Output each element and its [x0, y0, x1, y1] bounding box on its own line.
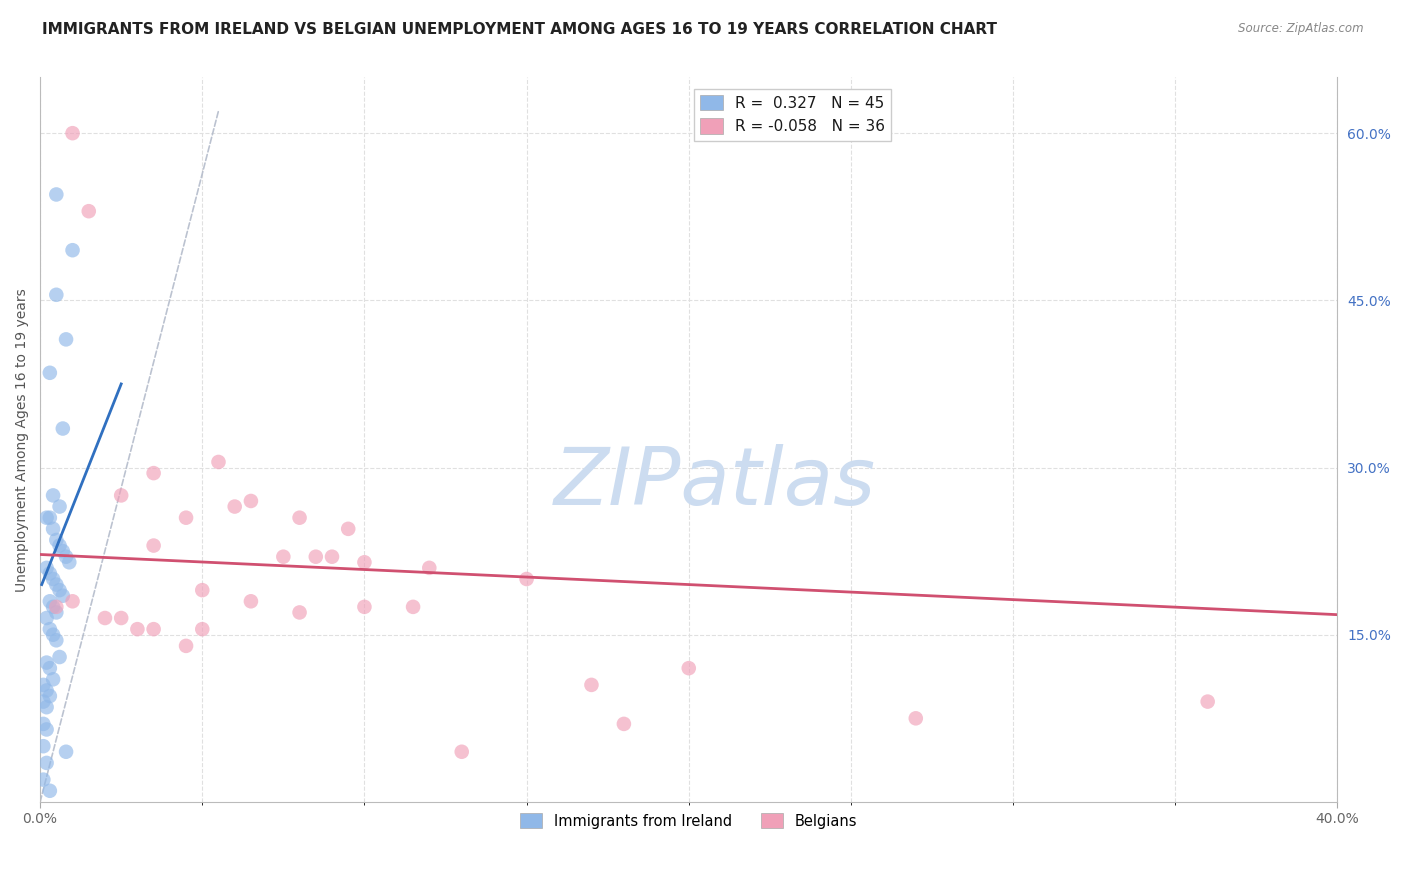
Point: [38, 622, 60, 636]
Point: [321, 549, 343, 564]
Point: [142, 622, 165, 636]
Point: [38, 784, 60, 798]
Point: [45, 599, 67, 614]
Point: [273, 549, 295, 564]
Point: [45, 287, 67, 301]
Point: [142, 466, 165, 480]
Point: [35, 656, 58, 670]
Point: [38, 366, 60, 380]
Point: [127, 622, 149, 636]
Point: [32, 678, 55, 692]
Text: ZIPatlas: ZIPatlas: [554, 444, 876, 522]
Point: [1197, 695, 1219, 709]
Point: [142, 539, 165, 553]
Point: [45, 187, 67, 202]
Point: [38, 566, 60, 581]
Point: [35, 723, 58, 737]
Point: [48, 539, 70, 553]
Point: [288, 606, 311, 620]
Point: [418, 561, 440, 575]
Point: [58, 555, 80, 569]
Point: [613, 717, 636, 731]
Point: [35, 683, 58, 698]
Point: [353, 599, 375, 614]
Point: [77, 204, 100, 219]
Point: [191, 583, 214, 598]
Point: [94, 611, 117, 625]
Point: [32, 772, 55, 787]
Point: [288, 510, 311, 524]
Point: [45, 606, 67, 620]
Point: [55, 332, 77, 346]
Point: [35, 510, 58, 524]
Point: [52, 421, 75, 435]
Point: [55, 549, 77, 564]
Point: [42, 599, 65, 614]
Point: [581, 678, 603, 692]
Point: [207, 455, 229, 469]
Point: [32, 717, 55, 731]
Point: [42, 628, 65, 642]
Point: [62, 594, 84, 608]
Point: [450, 745, 472, 759]
Y-axis label: Unemployment Among Ages 16 to 19 years: Unemployment Among Ages 16 to 19 years: [15, 288, 30, 591]
Point: [38, 510, 60, 524]
Point: [48, 650, 70, 665]
Text: Source: ZipAtlas.com: Source: ZipAtlas.com: [1239, 22, 1364, 36]
Point: [42, 522, 65, 536]
Point: [38, 661, 60, 675]
Point: [38, 594, 60, 608]
Point: [42, 673, 65, 687]
Point: [35, 756, 58, 770]
Point: [32, 695, 55, 709]
Point: [353, 555, 375, 569]
Point: [55, 745, 77, 759]
Point: [62, 126, 84, 140]
Point: [35, 561, 58, 575]
Point: [337, 522, 360, 536]
Point: [38, 689, 60, 703]
Point: [52, 589, 75, 603]
Point: [45, 533, 67, 547]
Point: [516, 572, 538, 586]
Point: [32, 739, 55, 754]
Point: [174, 639, 197, 653]
Point: [45, 577, 67, 591]
Point: [45, 633, 67, 648]
Text: IMMIGRANTS FROM IRELAND VS BELGIAN UNEMPLOYMENT AMONG AGES 16 TO 19 YEARS CORREL: IMMIGRANTS FROM IRELAND VS BELGIAN UNEMP…: [42, 22, 997, 37]
Point: [678, 661, 700, 675]
Point: [402, 599, 425, 614]
Point: [224, 500, 246, 514]
Point: [110, 611, 132, 625]
Point: [239, 494, 262, 508]
Point: [174, 510, 197, 524]
Point: [305, 549, 328, 564]
Point: [239, 594, 262, 608]
Point: [110, 488, 132, 502]
Point: [42, 572, 65, 586]
Point: [904, 711, 927, 725]
Point: [52, 544, 75, 558]
Point: [191, 622, 214, 636]
Point: [48, 500, 70, 514]
Point: [35, 700, 58, 714]
Point: [35, 611, 58, 625]
Legend: Immigrants from Ireland, Belgians: Immigrants from Ireland, Belgians: [515, 807, 863, 835]
Point: [62, 243, 84, 257]
Point: [42, 488, 65, 502]
Point: [48, 583, 70, 598]
